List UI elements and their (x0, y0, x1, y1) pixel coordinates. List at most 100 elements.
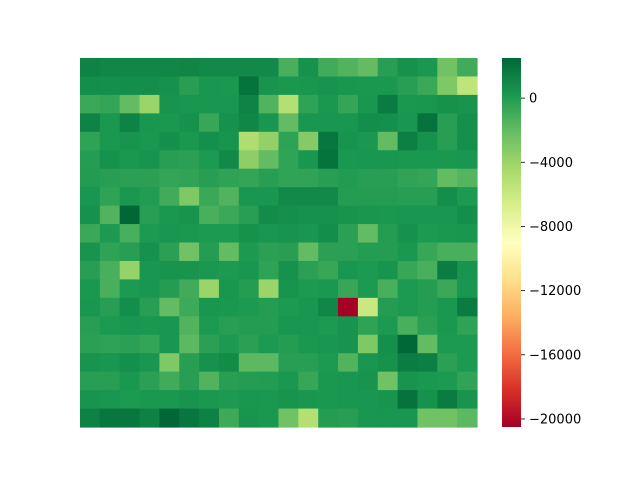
colorbar: 0 −4000 −8000 −12000 −16000 −20000 (502, 58, 581, 427)
heatmap-cell (397, 168, 419, 188)
heatmap-cell (457, 224, 478, 244)
heatmap-cell (159, 297, 180, 317)
heatmap-cell (437, 150, 458, 170)
heatmap-cell (417, 150, 438, 170)
heatmap-cell (298, 113, 319, 133)
heatmap-cell (318, 297, 339, 317)
heatmap-cell (159, 224, 180, 244)
heatmap-cell (397, 205, 419, 225)
heatmap-cell (357, 242, 379, 262)
heatmap-cell (437, 113, 458, 133)
heatmap-cell (238, 76, 260, 96)
heatmap-cell (278, 76, 299, 96)
heatmap-cell (139, 94, 160, 114)
heatmap-cell (357, 334, 379, 354)
heatmap-cell (99, 187, 121, 207)
heatmap-cell (179, 353, 200, 373)
heatmap-cell (80, 260, 101, 280)
heatmap-cell (159, 390, 180, 410)
heatmap-cell (457, 353, 478, 373)
heatmap-cell (238, 131, 260, 151)
heatmap-cell (218, 297, 240, 317)
heatmap-cell (397, 390, 419, 410)
heatmap-cell (377, 205, 399, 225)
heatmap-cell (218, 94, 240, 114)
heatmap-cell (338, 205, 359, 225)
heatmap-cell (119, 58, 141, 78)
heatmap-cell (159, 334, 180, 354)
heatmap-cell (318, 76, 339, 96)
heatmap-cell (199, 260, 220, 280)
heatmap-cell (199, 205, 220, 225)
heatmap-cell (80, 150, 101, 170)
heatmap-cell (99, 224, 121, 244)
heatmap-cell (437, 371, 458, 391)
heatmap-cell (238, 113, 260, 133)
heatmap-cell (437, 76, 458, 96)
heatmap-cell (357, 76, 379, 96)
heatmap-cell (397, 297, 419, 317)
heatmap-cell (238, 353, 260, 373)
heatmap-cell (437, 279, 458, 299)
heatmap-cell (179, 205, 200, 225)
heatmap-cell (298, 187, 319, 207)
heatmap-cell (80, 297, 101, 317)
heatmap-cell (278, 408, 299, 428)
heatmap-cell (99, 113, 121, 133)
heatmap-cell (318, 150, 339, 170)
heatmap-cell (179, 371, 200, 391)
heatmap-cell (159, 76, 180, 96)
heatmap-cell (437, 205, 458, 225)
heatmap-cell (119, 242, 141, 262)
heatmap-cell (377, 371, 399, 391)
heatmap-cell (318, 205, 339, 225)
heatmap-cell (258, 58, 280, 78)
heatmap-cell (119, 150, 141, 170)
heatmap-cell (417, 205, 438, 225)
heatmap-cell (417, 242, 438, 262)
heatmap-cell (318, 224, 339, 244)
heatmap-cell (218, 58, 240, 78)
heatmap-cell (417, 316, 438, 336)
heatmap-cell (397, 187, 419, 207)
heatmap-cell (278, 279, 299, 299)
heatmap-cell (179, 94, 200, 114)
heatmap-cell (338, 353, 359, 373)
heatmap-cell (318, 168, 339, 188)
heatmap-cell (278, 58, 299, 78)
heatmap-cell (99, 260, 121, 280)
heatmap-cell (119, 113, 141, 133)
heatmap-cell (377, 168, 399, 188)
heatmap-cell (457, 316, 478, 336)
heatmap-cell (179, 150, 200, 170)
heatmap-cell (258, 205, 280, 225)
heatmap-cell (298, 205, 319, 225)
heatmap-cell (377, 297, 399, 317)
heatmap-cell (338, 260, 359, 280)
heatmap-cell (159, 58, 180, 78)
heatmap-cell (377, 94, 399, 114)
heatmap-cell (338, 297, 359, 317)
heatmap-cell (258, 150, 280, 170)
heatmap-cell (258, 316, 280, 336)
heatmap-cell (218, 279, 240, 299)
heatmap-cell (139, 371, 160, 391)
heatmap-cell (258, 113, 280, 133)
heatmap-cell (99, 408, 121, 428)
heatmap-cell (258, 279, 280, 299)
heatmap-cell (278, 316, 299, 336)
heatmap-cell (238, 371, 260, 391)
heatmap-cell (457, 76, 478, 96)
heatmap-cell (278, 334, 299, 354)
heatmap-cell (298, 94, 319, 114)
heatmap-cell (238, 224, 260, 244)
heatmap-cell (457, 297, 478, 317)
heatmap-cell (199, 297, 220, 317)
heatmap-cell (278, 260, 299, 280)
heatmap-cell (417, 260, 438, 280)
heatmap-cells (80, 58, 478, 428)
heatmap-cell (397, 76, 419, 96)
heatmap-cell (218, 113, 240, 133)
heatmap-cell (377, 316, 399, 336)
heatmap-cell (199, 371, 220, 391)
